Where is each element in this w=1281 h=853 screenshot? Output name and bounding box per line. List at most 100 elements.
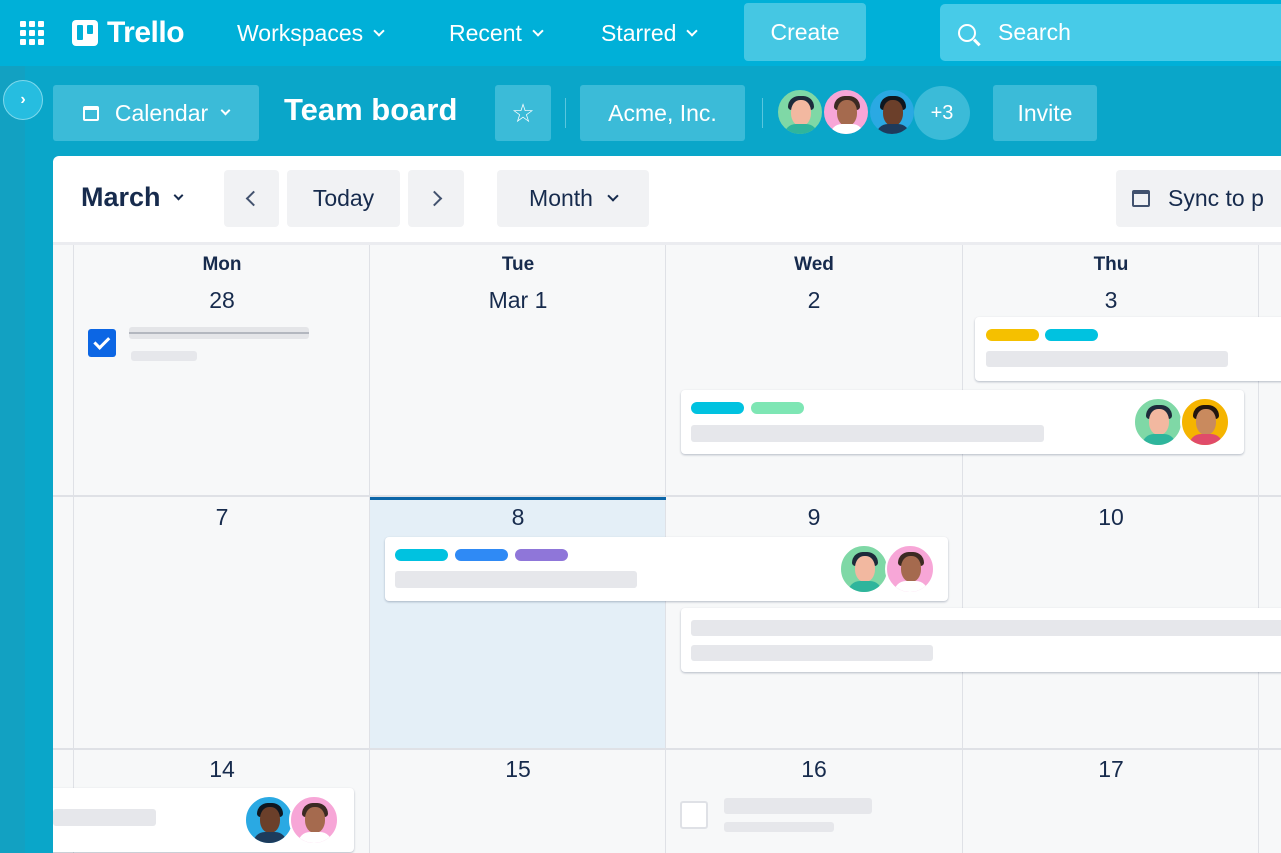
task-checkbox[interactable]	[680, 801, 708, 829]
placeholder-text	[395, 571, 637, 588]
trello-logo-icon	[72, 20, 98, 46]
previous-month-button[interactable]	[224, 170, 279, 227]
avatar-face	[1196, 409, 1216, 435]
member-avatar	[289, 795, 339, 845]
workspace-button[interactable]: Acme, Inc.	[580, 85, 745, 141]
avatar-body	[876, 124, 910, 134]
member-avatar	[1180, 397, 1230, 447]
more-members-button[interactable]: +3	[914, 86, 970, 140]
chevron-down-icon	[373, 24, 385, 37]
avatar-face	[1149, 409, 1169, 435]
label-pill	[751, 402, 804, 414]
sync-button[interactable]: Sync to p	[1116, 170, 1281, 227]
calendar-card[interactable]	[681, 608, 1281, 672]
date-number: 10	[1098, 504, 1124, 530]
star-board-button[interactable]: ☆	[495, 85, 551, 141]
avatar-face	[260, 807, 280, 833]
view-switcher-button[interactable]: Calendar	[53, 85, 259, 141]
calendar-card[interactable]	[385, 537, 948, 601]
placeholder-text	[53, 809, 156, 826]
next-month-button[interactable]	[408, 170, 464, 227]
recent-menu[interactable]: Recent	[449, 17, 544, 49]
placeholder-text	[691, 645, 933, 661]
day-cell[interactable]	[74, 497, 370, 750]
member-avatar[interactable]	[868, 88, 916, 136]
calendar-card[interactable]	[975, 317, 1281, 381]
date-number: 2	[807, 287, 821, 313]
today-indicator	[370, 497, 666, 500]
workspaces-menu[interactable]: Workspaces	[237, 17, 385, 49]
member-avatar	[244, 795, 294, 845]
app-switcher-icon[interactable]	[20, 21, 46, 45]
avatar-body	[848, 581, 882, 592]
placeholder-text	[691, 620, 1281, 636]
chevron-down-icon	[220, 105, 231, 116]
placeholder-text	[131, 351, 197, 361]
date-number: 3	[1104, 287, 1118, 313]
avatar-face	[791, 100, 811, 126]
avatar-face	[837, 100, 857, 126]
day-cell[interactable]	[666, 245, 963, 497]
member-avatar[interactable]	[822, 88, 870, 136]
top-navigation-bar: Trello Workspaces Recent Starred Create …	[0, 0, 1281, 66]
chevron-left-icon	[245, 190, 262, 207]
star-icon: ☆	[511, 97, 535, 128]
date-number: 28	[209, 287, 235, 313]
placeholder-text	[724, 822, 834, 832]
day-cell[interactable]	[370, 245, 666, 497]
date-number: Mar 1	[488, 287, 548, 313]
search-input[interactable]: Search	[940, 4, 1281, 61]
calendar-card[interactable]	[681, 390, 1244, 454]
calendar-panel: March Today Month Sync to p	[53, 156, 1281, 853]
avatar-body	[894, 581, 928, 592]
label-pill	[691, 402, 744, 414]
starred-menu[interactable]: Starred	[601, 17, 699, 49]
calendar-icon	[1132, 190, 1150, 207]
divider	[565, 98, 566, 128]
avatar-body	[1142, 434, 1176, 445]
day-cell-partial	[53, 497, 74, 750]
label-pill	[986, 329, 1039, 341]
view-switcher-label: Calendar	[114, 99, 209, 126]
day-cell[interactable]	[370, 750, 666, 853]
month-picker[interactable]: March	[81, 182, 183, 213]
workspaces-label: Workspaces	[237, 19, 364, 46]
member-avatar[interactable]	[776, 88, 824, 136]
trello-logo[interactable]: Trello	[72, 16, 185, 50]
view-mode-label: Month	[529, 185, 593, 211]
weekday-label: Thu	[1093, 254, 1129, 275]
invite-button[interactable]: Invite	[993, 85, 1097, 141]
calendar-toolbar: March Today Month Sync to p	[53, 156, 1281, 242]
avatar-face	[855, 556, 875, 582]
chevron-down-icon	[173, 190, 183, 200]
label-pill	[455, 549, 508, 561]
avatar-body	[253, 832, 287, 843]
calendar-card[interactable]	[53, 788, 354, 852]
date-number: 9	[807, 504, 821, 530]
member-avatar	[1133, 397, 1183, 447]
strikethrough-line	[129, 332, 309, 334]
member-avatar	[839, 544, 889, 594]
chevron-down-icon	[686, 24, 699, 37]
avatar-body	[830, 124, 864, 134]
day-cell-today[interactable]	[370, 497, 666, 750]
recent-label: Recent	[449, 19, 522, 46]
view-mode-select[interactable]: Month	[497, 170, 649, 227]
placeholder-text	[724, 798, 872, 814]
completed-checkbox[interactable]	[88, 329, 116, 357]
expand-sidebar-button[interactable]: ›	[3, 80, 43, 120]
day-cell[interactable]	[666, 750, 963, 853]
date-number: 7	[215, 504, 229, 530]
date-number: 15	[505, 756, 531, 782]
create-button[interactable]: Create	[744, 3, 866, 61]
weekday-label: Tue	[501, 254, 535, 275]
calendar-grid: Mon Tue Wed Thu 28 Mar 1 2 3 7 8 9 10 14…	[53, 242, 1281, 853]
day-cell[interactable]	[74, 245, 370, 497]
day-cell[interactable]	[74, 750, 370, 853]
divider	[762, 98, 763, 128]
today-button[interactable]: Today	[287, 170, 400, 227]
search-placeholder: Search	[998, 19, 1071, 45]
label-pill	[395, 549, 448, 561]
day-cell[interactable]	[963, 750, 1259, 853]
board-title[interactable]: Team board	[284, 92, 458, 127]
